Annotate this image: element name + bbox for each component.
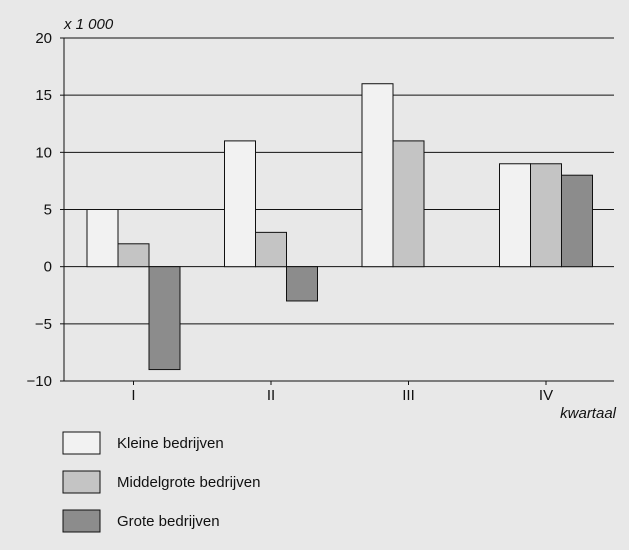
gridlines [64,37,614,325]
x-axis-title: kwartaal [560,405,617,422]
bar [392,140,425,268]
bars [86,83,593,371]
bar [117,243,150,268]
bar [86,209,119,268]
bar [286,266,318,302]
axes [60,37,614,385]
bar [148,266,181,371]
legend: Kleine bedrijven Middelgrote bedrijven Gro… [62,431,260,533]
legend-swatch [62,470,101,494]
unit-label: x 1 000 [63,16,114,33]
x-tick-label: II [267,387,275,404]
bar [361,83,394,268]
y-tick-label: 10 [35,144,52,161]
bar [561,174,593,268]
y-tick-label: −5 [35,316,52,333]
bar [530,163,562,268]
y-tick-label: 15 [35,87,52,104]
legend-swatch [62,509,101,533]
x-tick-label: I [131,387,135,404]
y-tick-label: −10 [27,373,52,390]
legend-label: Middelgrote bedrijven [117,474,260,491]
y-tick-label: 0 [44,259,52,276]
bar [255,231,287,268]
legend-swatch [62,431,101,455]
bar [224,140,256,268]
legend-label: Grote bedrijven [117,513,220,530]
bar [499,163,531,268]
x-tick-label: IV [539,387,553,404]
y-tick-label: 20 [35,30,52,47]
y-tick-label: 5 [44,202,52,219]
x-tick-label: III [402,387,415,404]
legend-label: Kleine bedrijven [117,435,224,452]
